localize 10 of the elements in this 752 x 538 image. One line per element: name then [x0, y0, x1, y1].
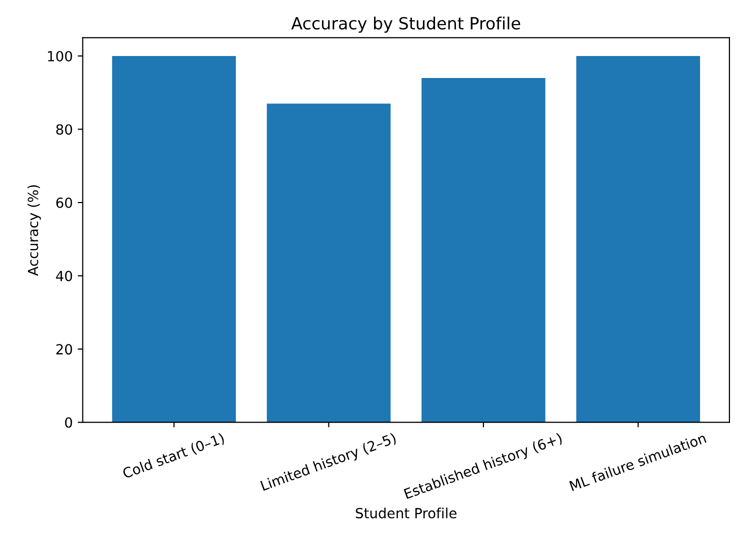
chart-title: Accuracy by Student Profile [291, 16, 520, 33]
y-tick-label: 80 [56, 124, 72, 135]
x-axis-title: Student Profile [356, 508, 456, 518]
y-axis-title: Accuracy (%) [28, 185, 41, 276]
y-tick-label: 60 [56, 197, 72, 208]
y-tick-label: 20 [56, 344, 72, 355]
y-tick-label: 0 [65, 417, 72, 428]
y-tick-label: 100 [48, 50, 72, 62]
x-tick-label: Cold start (0–1) [122, 432, 226, 480]
y-tick-label: 40 [56, 270, 72, 282]
